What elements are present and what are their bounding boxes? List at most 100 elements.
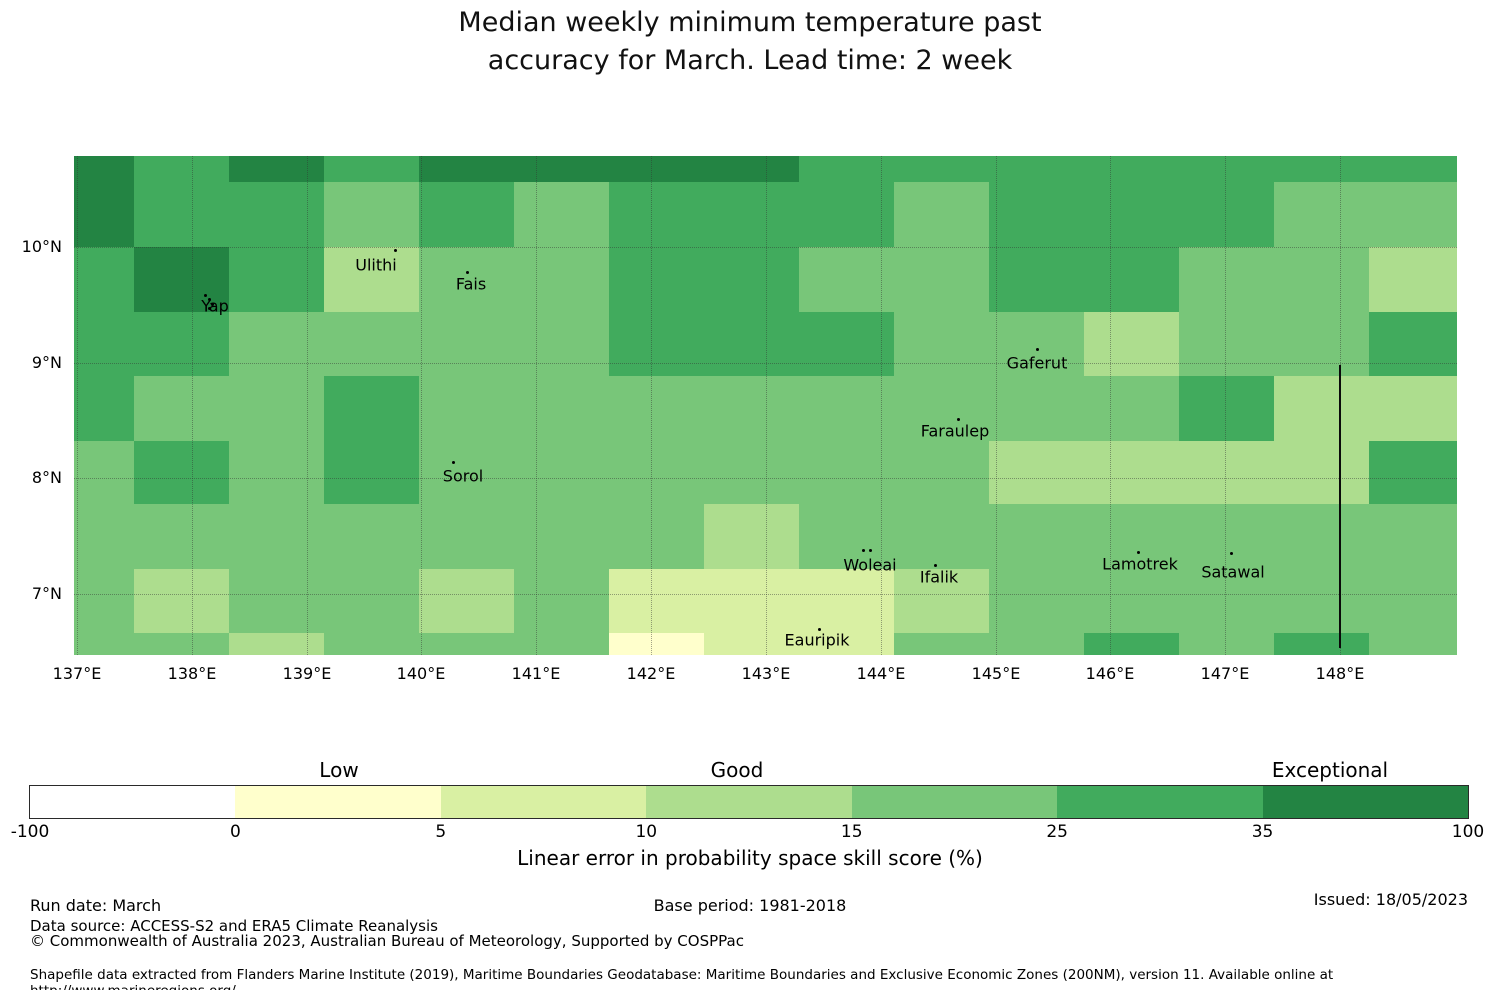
heatmap-cell [514, 312, 609, 376]
heatmap-cell [74, 633, 134, 655]
island-marker-dot [204, 294, 207, 297]
island-marker-dot [1137, 551, 1140, 554]
heatmap-cell [1274, 247, 1369, 312]
colorbar-segment [646, 786, 852, 818]
heatmap-cell [1084, 376, 1179, 441]
heatmap-cell [1084, 247, 1179, 312]
x-tick-label: 145°E [971, 664, 1021, 683]
heatmap-cell [1084, 441, 1179, 504]
heatmap-cell [134, 633, 229, 655]
heatmap-cell [1179, 312, 1274, 376]
heatmap-cell [894, 504, 989, 569]
heatmap-cell [989, 633, 1084, 655]
island-marker-dot [818, 628, 821, 631]
heatmap-cell [74, 569, 134, 633]
heatmap-cell [704, 156, 799, 182]
lon-gridline [766, 156, 767, 655]
lon-gridline [996, 156, 997, 655]
x-tick-label: 146°E [1085, 664, 1135, 683]
heatmap-cell [894, 182, 989, 247]
lon-gridline [1110, 156, 1111, 655]
heatmap-cell [799, 376, 894, 441]
heatmap-cell [799, 504, 894, 569]
heatmap-cell [229, 569, 324, 633]
heatmap-cell [1369, 504, 1457, 569]
heatmap-cell [894, 156, 989, 182]
heatmap-cell [1369, 633, 1457, 655]
heatmap-cell [799, 156, 894, 182]
heatmap-cell [1369, 247, 1457, 312]
heatmap-cell [324, 247, 419, 312]
heatmap-cell [704, 504, 799, 569]
heatmap-cell [894, 247, 989, 312]
heatmap-cell [134, 441, 229, 504]
data-source-text: Data source: ACCESS-S2 and ERA5 Climate … [30, 917, 438, 935]
heatmap-cell [609, 156, 704, 182]
lat-gridline [74, 478, 1457, 479]
page-title: Median weekly minimum temperature past a… [0, 4, 1500, 80]
colorbar-tick-label: 15 [840, 822, 863, 842]
colorbar-quality-label: Exceptional [1271, 758, 1389, 782]
heatmap-cell [229, 312, 324, 376]
run-date-text: Run date: March [30, 896, 162, 915]
heatmap-cell [1084, 312, 1179, 376]
heatmap-cell [609, 182, 704, 247]
heatmap-cell [609, 441, 704, 504]
heatmap-cell [1084, 182, 1179, 247]
heatmap-cell [1274, 312, 1369, 376]
lon-gridline [421, 156, 422, 655]
y-tick-label: 8°N [31, 468, 62, 487]
heatmap-cell [229, 247, 324, 312]
heatmap-cell [419, 312, 514, 376]
heatmap-cell [134, 312, 229, 376]
colorbar-axis-label: Linear error in probability space skill … [517, 846, 983, 870]
colorbar-segment [30, 786, 236, 818]
skill-score-heatmap: Yap Ulithi Fais Sorol Gaferut Faraulep Woleai I… [74, 156, 1457, 655]
island-marker-dot [466, 271, 469, 274]
y-tick-label: 7°N [31, 584, 62, 603]
heatmap-cell [1084, 504, 1179, 569]
heatmap-cell [514, 504, 609, 569]
heatmap-cell [419, 182, 514, 247]
heatmap-cell [1274, 569, 1369, 633]
heatmap-cell [229, 376, 324, 441]
heatmap-cell [514, 569, 609, 633]
heatmap-cell [514, 182, 609, 247]
heatmap-cell [609, 312, 704, 376]
heatmap-cell [419, 441, 514, 504]
heatmap-cell [1084, 633, 1179, 655]
colorbar [29, 785, 1469, 819]
colorbar-segment [851, 786, 1058, 818]
y-tick-label: 9°N [31, 353, 62, 372]
heatmap-cell [894, 312, 989, 376]
island-label: Ulithi [355, 255, 397, 275]
heatmap-cell [229, 441, 324, 504]
x-tick-label: 143°E [741, 664, 791, 683]
heatmap-cell [324, 569, 419, 633]
island-label: Sorol [442, 466, 484, 486]
colorbar-tick-label: 5 [435, 822, 447, 842]
x-tick-label: 140°E [396, 664, 446, 683]
heatmap-cell [1274, 504, 1369, 569]
heatmap-cell [1179, 247, 1274, 312]
island-marker-dot [957, 418, 960, 421]
heatmap-cell [1084, 569, 1179, 633]
lat-gridline [74, 594, 1457, 595]
heatmap-cell [324, 156, 419, 182]
heatmap-cell [134, 156, 229, 182]
heatmap-cell [894, 569, 989, 633]
colorbar-tick-label: 10 [635, 822, 658, 842]
heatmap-cell [229, 156, 324, 182]
heatmap-cell [324, 376, 419, 441]
heatmap-cell [134, 182, 229, 247]
island-label: Ifalik [919, 567, 959, 587]
heatmap-cell [514, 247, 609, 312]
heatmap-cell [134, 569, 229, 633]
heatmap-cell [419, 504, 514, 569]
heatmap-cell [324, 312, 419, 376]
lat-gridline [74, 247, 1457, 248]
heatmap-cell [609, 376, 704, 441]
y-tick-label: 10°N [21, 237, 62, 256]
colorbar-tick-label: 100 [1451, 822, 1485, 842]
heatmap-cell [704, 376, 799, 441]
